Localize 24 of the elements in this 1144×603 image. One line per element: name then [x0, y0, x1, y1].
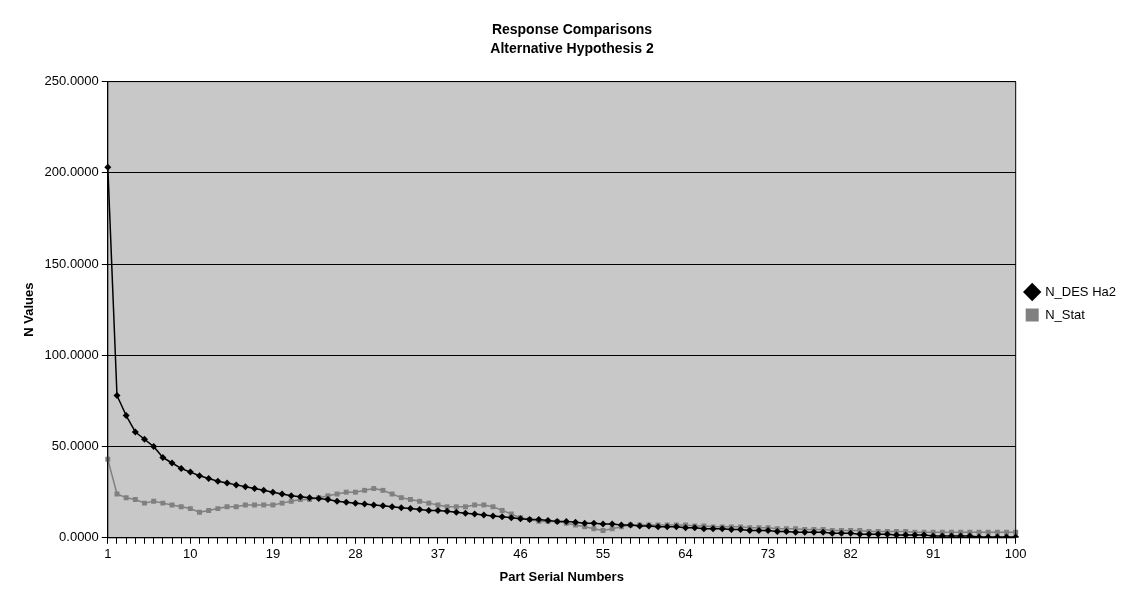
chart-subtitle: Alternative Hypothesis 2: [490, 40, 654, 57]
x-tick-label: 28: [348, 546, 363, 562]
y-tick-label: 0.0000: [59, 529, 99, 545]
y-tick-label: 250.0000: [44, 73, 99, 89]
x-tick-label: 82: [843, 546, 858, 562]
x-tick-label: 55: [595, 546, 611, 562]
y-tick-label: 50.0000: [51, 438, 99, 454]
x-axis-title: Part Serial Numbers: [499, 568, 624, 584]
x-tick-label: 64: [678, 546, 693, 562]
y-axis-title: N Values: [21, 282, 37, 337]
x-tick-label: 1: [104, 546, 112, 562]
y-tick-label: 150.0000: [44, 255, 99, 271]
x-tick-label: 91: [925, 546, 941, 562]
x-tick-label: 100: [1004, 546, 1027, 562]
x-tick-label: 73: [760, 546, 776, 562]
y-tick-label: 100.0000: [44, 346, 99, 362]
x-tick-label: 10: [183, 546, 198, 562]
legend-label: N_Stat: [1045, 306, 1086, 322]
chart-title: Response Comparisons: [491, 21, 653, 38]
legend-label: N_DES Ha2: [1045, 283, 1116, 299]
x-tick-label: 19: [265, 546, 281, 562]
y-tick-label: 200.0000: [44, 164, 99, 180]
x-tick-label: 46: [513, 546, 528, 562]
x-tick-label: 37: [430, 546, 446, 562]
